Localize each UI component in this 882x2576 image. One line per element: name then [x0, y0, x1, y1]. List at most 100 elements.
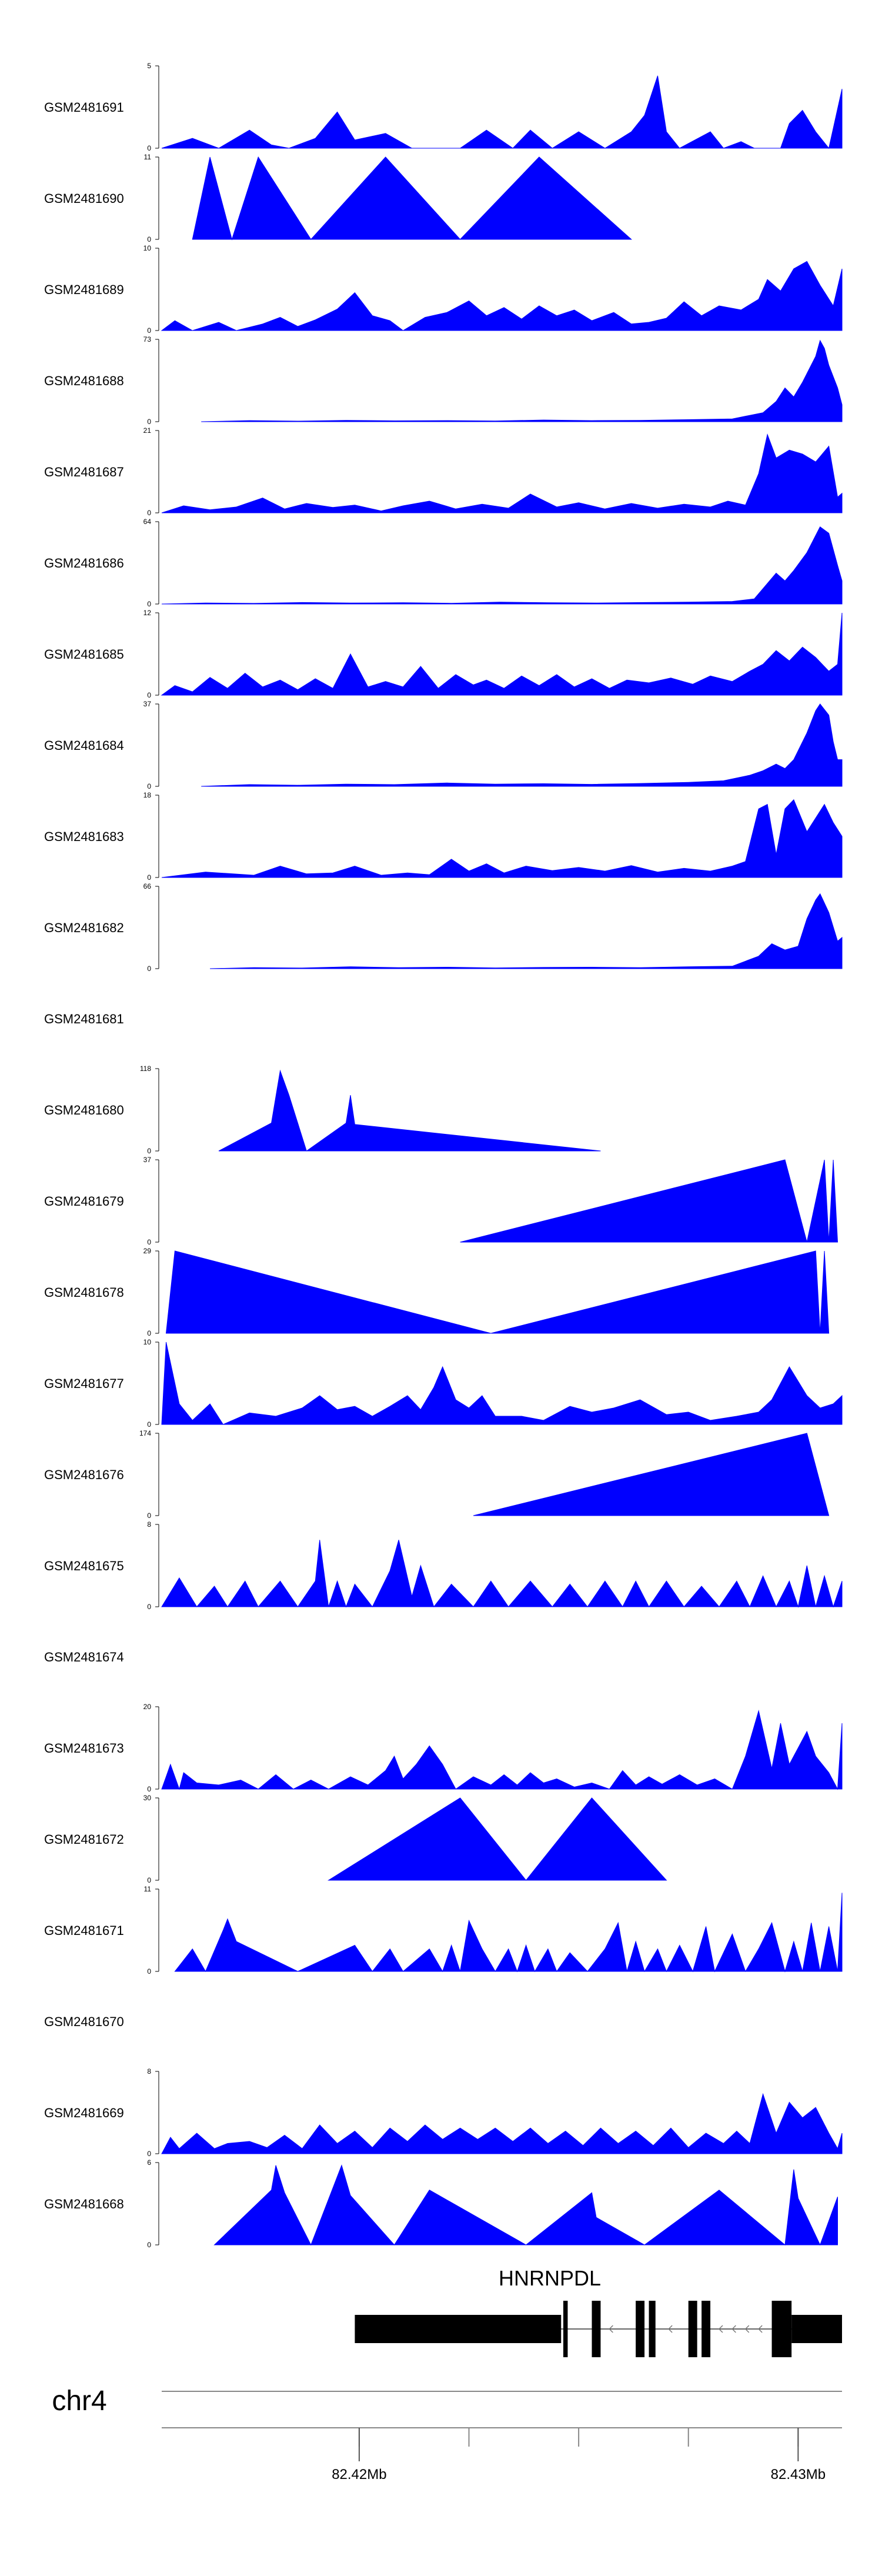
chromosome-label: chr4	[52, 2385, 106, 2417]
track-label: GSM2481687	[44, 465, 124, 479]
genome-axis-track: chr4 82.42Mb 82.43Mb	[52, 2385, 842, 2482]
gene-exon-block	[701, 2301, 711, 2357]
track-GSM2481676: GSM2481676 174 0	[44, 1429, 830, 1520]
track-ymin-label: 0	[147, 1511, 151, 1520]
track-ymax-label: 12	[143, 609, 152, 617]
coverage-area	[161, 1540, 843, 1608]
gene-symbol-label: HNRNPDL	[499, 2266, 601, 2290]
track-ymin-label: 0	[147, 691, 151, 699]
track-GSM2481673: GSM2481673 20 0	[44, 1703, 843, 1793]
track-label: GSM2481683	[44, 829, 124, 844]
gene-exon-block	[592, 2301, 601, 2357]
track-ymax-label: 21	[143, 426, 152, 435]
track-label: GSM2481674	[44, 1650, 124, 1664]
track-ymax-label: 20	[143, 1703, 152, 1711]
track-label: GSM2481668	[44, 2197, 124, 2211]
coverage-area	[161, 526, 843, 605]
gene-exon-block	[771, 2301, 792, 2357]
track-ymax-label: 66	[143, 882, 152, 890]
track-ymax-label: 8	[147, 1520, 151, 1529]
coverage-area	[165, 1250, 830, 1334]
track-ymax-label: 37	[143, 1156, 152, 1164]
track-ymin-label: 0	[147, 1603, 151, 1611]
track-ymin-label: 0	[147, 1238, 151, 1246]
track-GSM2481677: GSM2481677 10 0	[44, 1338, 843, 1429]
gene-exon-block	[563, 2301, 568, 2357]
track-GSM2481689: GSM2481689 10 0	[44, 244, 843, 335]
track-ymin-label: 0	[147, 144, 151, 152]
strand-arrow	[718, 2325, 723, 2333]
track-GSM2481688: GSM2481688 73 0	[44, 335, 843, 426]
coverage-area	[192, 156, 633, 241]
track-ymin-label: 0	[147, 1967, 151, 1976]
gene-exon-block	[649, 2301, 656, 2357]
track-label: GSM2481688	[44, 373, 124, 388]
track-label: GSM2481686	[44, 556, 124, 570]
track-ymin-label: 0	[147, 326, 151, 335]
coverage-area	[460, 1159, 838, 1243]
track-label: GSM2481681	[44, 1012, 124, 1026]
track-GSM2481680: GSM2481680 118 0	[44, 1065, 601, 1155]
track-ymax-label: 11	[144, 1885, 152, 1893]
track-ymin-label: 0	[147, 1785, 151, 1793]
track-label: GSM2481672	[44, 1832, 124, 1847]
track-ymax-label: 11	[144, 153, 152, 161]
track-ymax-label: 64	[143, 518, 152, 526]
track-GSM2481687: GSM2481687 21 0	[44, 426, 843, 517]
coverage-area	[473, 1433, 830, 1516]
gene-utr-block	[791, 2315, 842, 2343]
track-GSM2481681: GSM2481681	[44, 1012, 124, 1026]
coverage-area	[161, 433, 843, 513]
track-GSM2481678: GSM2481678 29 0	[44, 1247, 830, 1337]
coverage-area	[161, 612, 843, 696]
track-label: GSM2481680	[44, 1103, 124, 1117]
coverage-area	[161, 1710, 843, 1790]
track-label: GSM2481670	[44, 2014, 124, 2029]
track-GSM2481685: GSM2481685 12 0	[44, 609, 843, 699]
coverage-area	[327, 1797, 667, 1881]
coverage-area	[201, 339, 843, 422]
track-ymax-label: 118	[140, 1065, 151, 1073]
track-label: GSM2481682	[44, 920, 124, 935]
strand-arrow	[731, 2325, 736, 2333]
track-ymin-label: 0	[147, 965, 151, 973]
track-ymin-label: 0	[147, 2241, 151, 2249]
coverage-area	[161, 1342, 843, 1425]
strand-arrow	[744, 2325, 750, 2333]
track-ymin-label: 0	[147, 509, 151, 517]
track-label: GSM2481669	[44, 2105, 124, 2120]
track-ymin-label: 0	[147, 2150, 151, 2158]
track-GSM2481674: GSM2481674	[44, 1650, 124, 1664]
track-label: GSM2481690	[44, 191, 124, 206]
track-ymax-label: 30	[143, 1794, 152, 1802]
strand-arrow	[609, 2325, 613, 2333]
track-ymin-label: 0	[147, 418, 151, 426]
track-ymax-label: 10	[143, 1338, 152, 1346]
track-ymin-label: 0	[147, 1329, 151, 1337]
coverage-area	[218, 1069, 601, 1152]
gene-exon-block	[688, 2301, 697, 2357]
track-label: GSM2481675	[44, 1559, 124, 1573]
track-label: GSM2481677	[44, 1376, 124, 1391]
track-label: GSM2481684	[44, 738, 124, 753]
track-GSM2481684: GSM2481684 37 0	[44, 700, 843, 790]
coverage-area	[161, 261, 843, 331]
coverage-area	[213, 2164, 838, 2246]
axis-tick-label: 82.42Mb	[332, 2467, 386, 2482]
track-label: GSM2481673	[44, 1741, 124, 1756]
track-ymax-label: 29	[143, 1247, 152, 1255]
track-ymax-label: 5	[147, 62, 151, 70]
track-label: GSM2481678	[44, 1285, 124, 1300]
track-GSM2481682: GSM2481682 66 0	[44, 882, 843, 973]
coverage-area	[161, 799, 843, 878]
track-ymin-label: 0	[147, 235, 151, 243]
track-ymax-label: 6	[147, 2158, 151, 2167]
track-ymin-label: 0	[147, 1876, 151, 1884]
track-ymin-label: 0	[147, 1147, 151, 1155]
track-GSM2481672: GSM2481672 30 0	[44, 1794, 667, 1884]
track-ymin-label: 0	[147, 873, 151, 882]
coverage-area	[161, 75, 843, 149]
gene-exon-block	[636, 2301, 645, 2357]
track-GSM2481683: GSM2481683 18 0	[44, 791, 843, 882]
